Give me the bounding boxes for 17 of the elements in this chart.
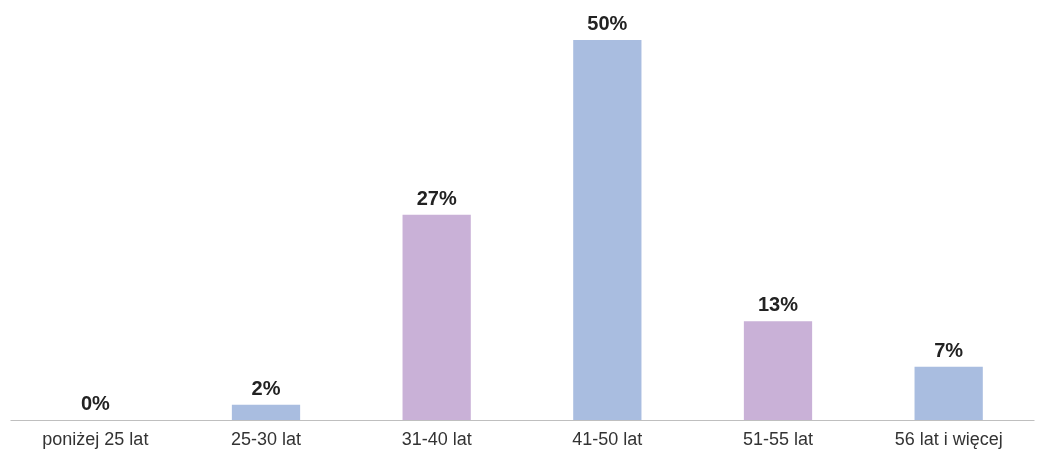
x-tick-label: 25-30 lat [230,428,302,449]
bar [914,366,983,420]
x-tick-label: 31-40 lat [401,428,472,449]
data-label: 0% [80,392,110,414]
x-tick-label: poniżej 25 lat [42,428,149,449]
x-tick-label: 51-55 lat [742,428,814,449]
bar [231,404,301,420]
data-label: 13% [757,293,799,316]
data-label: 27% [416,186,457,209]
bar [402,214,471,420]
x-tick-label: 41-50 lat [572,428,643,449]
bar [743,321,813,420]
x-tick-label: 56 lat i więcej [894,428,1003,449]
data-label: 50% [587,12,628,34]
bar [573,40,642,420]
data-label: 7% [934,338,964,361]
data-label: 2% [251,376,281,399]
